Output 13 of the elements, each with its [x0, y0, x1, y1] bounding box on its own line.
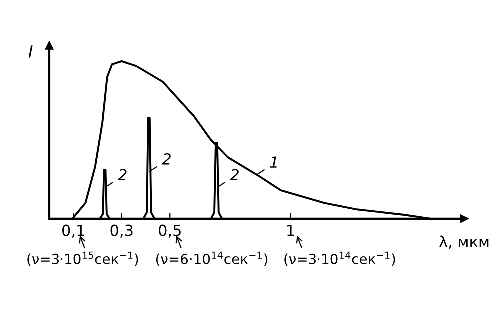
text: (ν=3·10$^{14}$сек$^{−1}$) — [284, 252, 396, 266]
text: (ν=3·10$^{15}$сек$^{−1}$) — [28, 252, 138, 266]
x-tick-label: 0,5 — [159, 224, 181, 238]
x-axis-title: λ, мкм — [439, 236, 489, 250]
annotation: 2 — [118, 169, 127, 181]
annotation: 1 — [270, 156, 277, 168]
annotation: 2 — [230, 169, 239, 181]
x-tick-label: 0,1 — [62, 224, 84, 238]
annotation: 2 — [162, 153, 171, 165]
y-axis-title: I — [28, 46, 33, 58]
x-tick-label: 0,3 — [110, 224, 133, 238]
text: (ν=6·10$^{14}$сек$^{−1}$) — [156, 252, 268, 266]
x-tick-label: 1 — [288, 224, 294, 236]
